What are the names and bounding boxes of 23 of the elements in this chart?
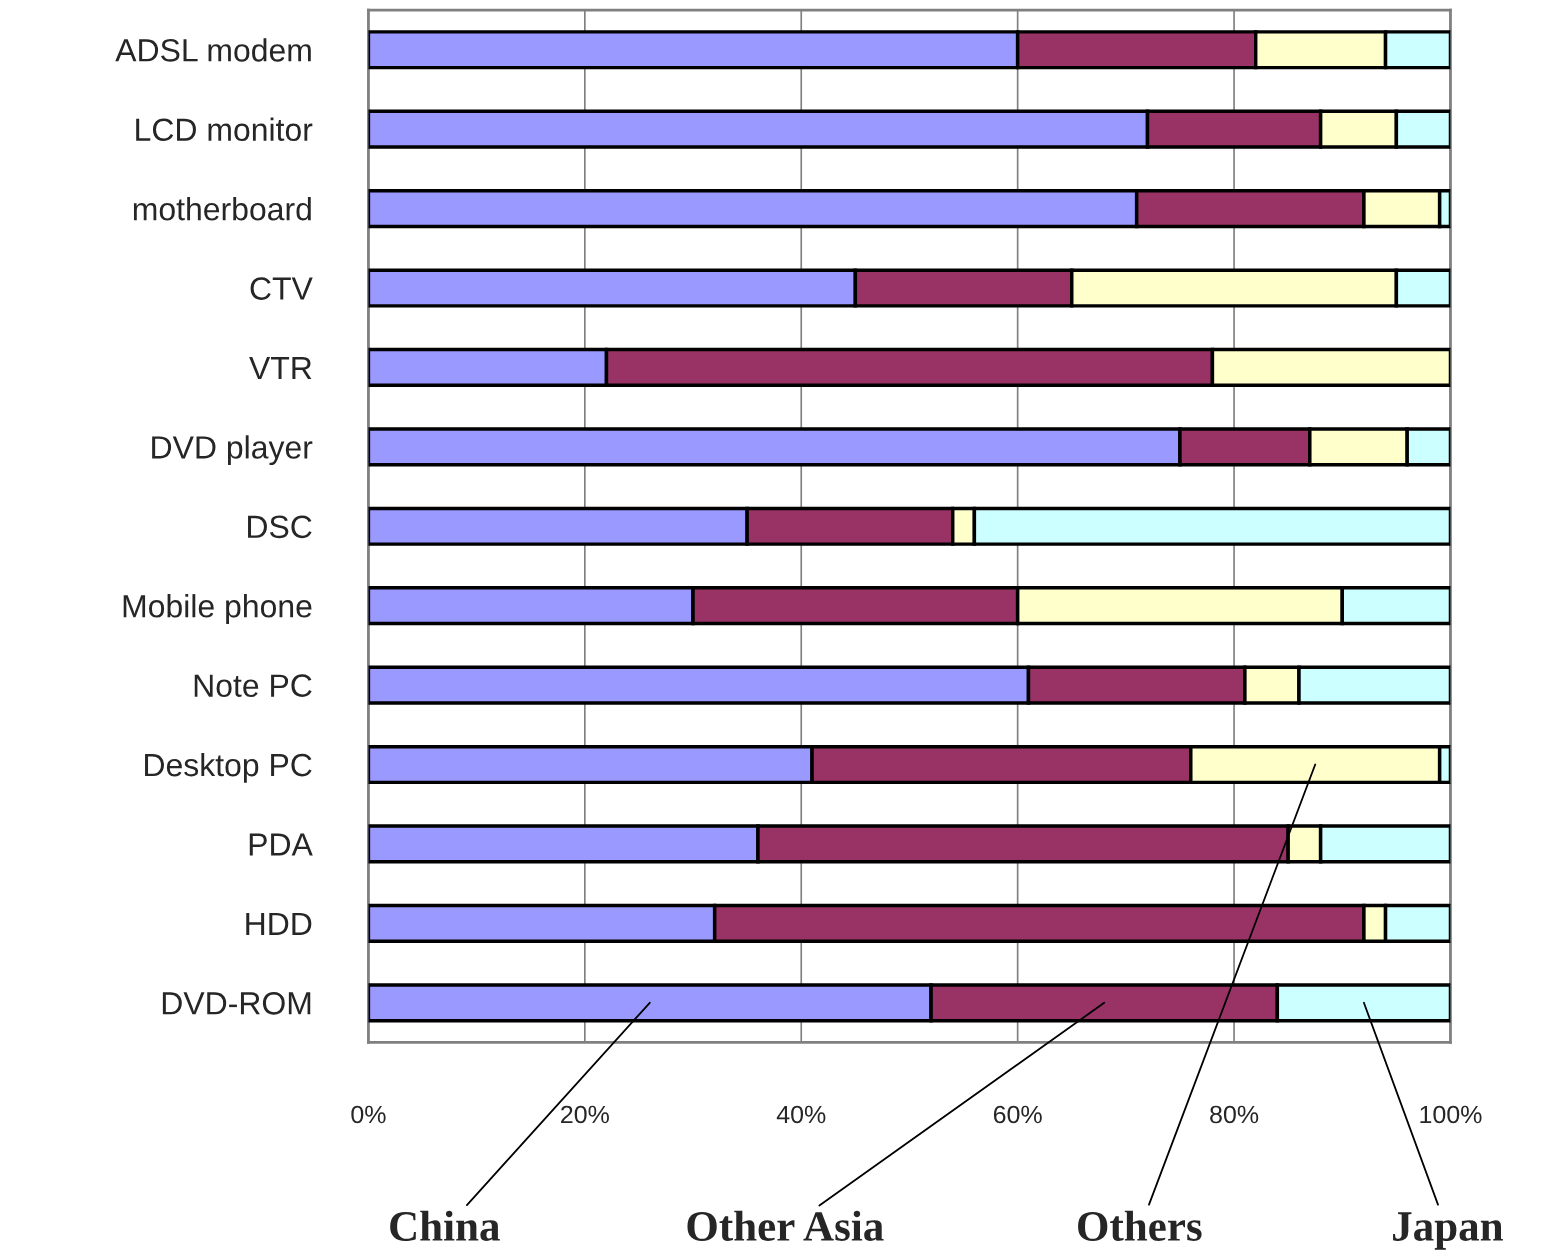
x-tick-label: 80% (1210, 1105, 1259, 1124)
y-tick-label: motherboard (133, 197, 311, 221)
y-tick-label: Desktop PC (145, 752, 312, 783)
y-tick-label: DSC (248, 515, 312, 539)
x-tick-label: 100% (1420, 1105, 1482, 1124)
y-tick-label: DVD-ROM (162, 992, 311, 1015)
x-tick-label: 40% (776, 1105, 826, 1124)
y-tick-label: VTR (249, 357, 312, 379)
text: China (390, 1210, 500, 1241)
y-tick-label: ADSL modem (115, 38, 311, 62)
y-tick-label: PDA (249, 833, 313, 856)
y-tick-label: CTV (250, 277, 313, 300)
y-tick-label: LCD monitor (136, 117, 313, 142)
text: Other Asia (687, 1210, 884, 1241)
y-tick-label: Note PC (194, 674, 312, 697)
text: Japan (1393, 1212, 1503, 1250)
y-tick-label: Mobile phone (123, 594, 312, 624)
x-tick-label: 0% (351, 1105, 386, 1124)
x-tick-label: 60% (993, 1105, 1042, 1124)
x-tick-label: 20% (561, 1105, 609, 1124)
text: Others (1078, 1210, 1202, 1241)
y-tick-label: HDD (246, 912, 312, 935)
y-tick-label: DVD player (152, 435, 313, 466)
